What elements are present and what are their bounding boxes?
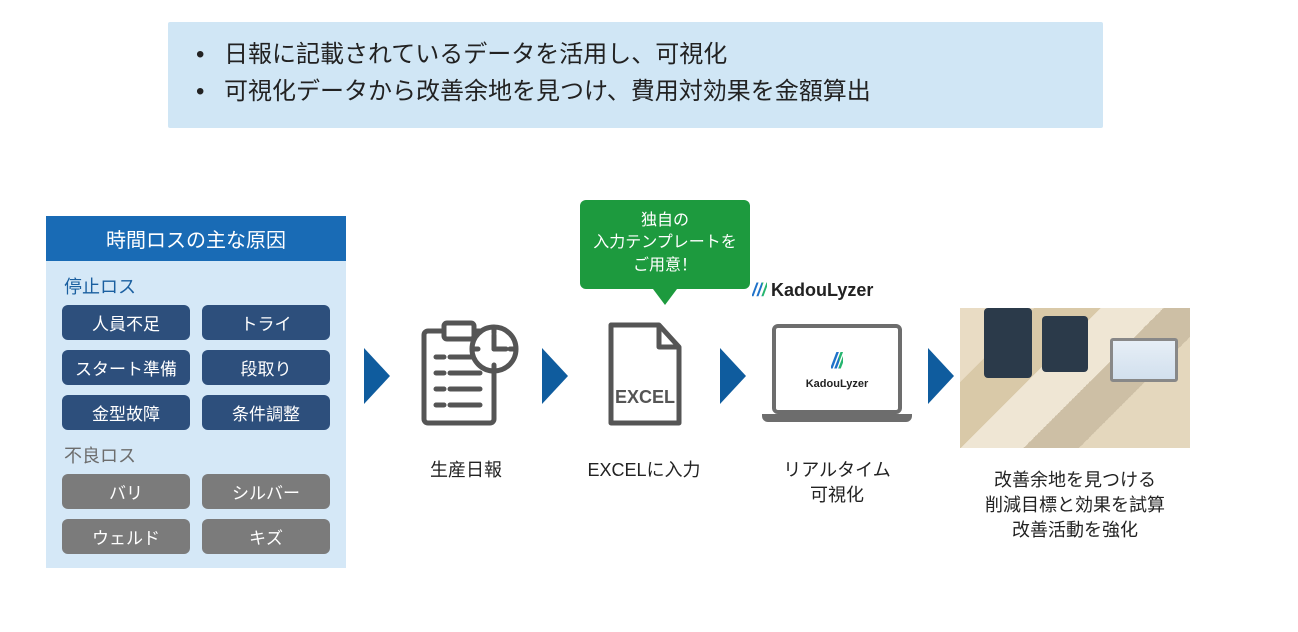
process-flow: 生産日報 EXCEL EXCELに入力 ///KadouLyzer /// K [358,308,1278,544]
loss-pill: 条件調整 [202,395,330,430]
step-improve-caption: 改善余地を見つける 削減目標と効果を試算 改善活動を強化 [985,468,1165,544]
loss-pill: 段取り [202,350,330,385]
clipboard-clock-icon [396,308,536,438]
step-improve: 改善余地を見つける 削減目標と効果を試算 改善活動を強化 [960,308,1190,544]
header-bullet: 日報に記載されているデータを活用し、可視化 [196,36,1075,73]
bubble-line: 入力テンプレートを [586,232,744,254]
bubble-line: 独自の [586,210,744,232]
flow-arrow-icon [542,348,568,404]
excel-icon-label: EXCEL [615,387,675,407]
step-excel: EXCEL EXCELに入力 [574,308,714,483]
improvement-meeting-image [960,308,1190,448]
step-report-caption: 生産日報 [430,458,502,483]
flow-arrow-icon [364,348,390,404]
kadoulyzer-mini-slashes-icon: /// [831,348,843,374]
loss-pill: バリ [62,474,190,509]
flow-arrow-icon [928,348,954,404]
kadoulyzer-mini-text: KadouLyzer [806,378,869,390]
loss-pill: シルバー [202,474,330,509]
loss-causes-card: 時間ロスの主な原因 停止ロス 人員不足 トライ スタート準備 段取り 金型故障 … [46,216,346,568]
template-bubble: 独自の 入力テンプレートを ご用意！ [580,200,750,289]
loss-pill: ウェルド [62,519,190,554]
header-bullet: 可視化データから改善余地を見つけ、費用対効果を金額算出 [196,73,1075,110]
step-kadoulyzer: /// KadouLyzer /// KadouLyzer リアルタイム 可視化 [752,308,922,508]
flow-arrow-icon [720,348,746,404]
loss-section-defect-label: 不良ロス [46,430,346,474]
step-report: 生産日報 [396,308,536,483]
step-excel-caption: EXCELに入力 [587,458,700,483]
loss-pill: 金型故障 [62,395,190,430]
loss-section-stop-label: 停止ロス [46,261,346,305]
loss-pill: トライ [202,305,330,340]
loss-pill: キズ [202,519,330,554]
bubble-line: ご用意！ [586,255,744,277]
laptop-icon: /// KadouLyzer [767,308,907,438]
loss-stop-grid: 人員不足 トライ スタート準備 段取り 金型故障 条件調整 [46,305,346,430]
loss-pill: スタート準備 [62,350,190,385]
loss-pill: 人員不足 [62,305,190,340]
kadoulyzer-slashes-icon: /// [752,280,767,300]
loss-defect-grid: バリ シルバー ウェルド キズ [46,474,346,554]
excel-file-icon: EXCEL [574,308,714,438]
loss-causes-title: 時間ロスの主な原因 [46,216,346,261]
kadoulyzer-logo: ///KadouLyzer [752,280,873,301]
header-callout: 日報に記載されているデータを活用し、可視化 可視化データから改善余地を見つけ、費… [168,22,1103,128]
step-kadou-caption: リアルタイム 可視化 [783,458,890,508]
